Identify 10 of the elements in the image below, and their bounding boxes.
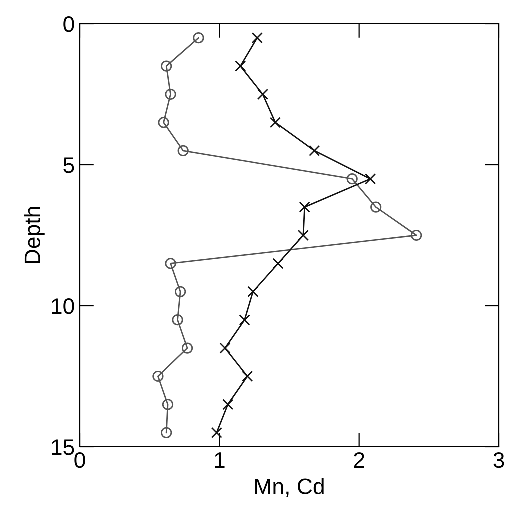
y-tick-label: 15 xyxy=(52,440,74,456)
x-tick-label: 2 xyxy=(354,452,364,468)
x-tick-label: 3 xyxy=(494,452,504,468)
y-tick-label: 0 xyxy=(64,16,74,32)
y-tick-label: 5 xyxy=(64,158,74,174)
x-axis-title: Mn, Cd xyxy=(256,478,324,498)
x-tick-label: 1 xyxy=(215,452,225,468)
x-tick-label: 0 xyxy=(74,452,86,468)
y-tick-label: 10 xyxy=(52,298,74,314)
y-axis-title: Depth xyxy=(24,207,45,264)
